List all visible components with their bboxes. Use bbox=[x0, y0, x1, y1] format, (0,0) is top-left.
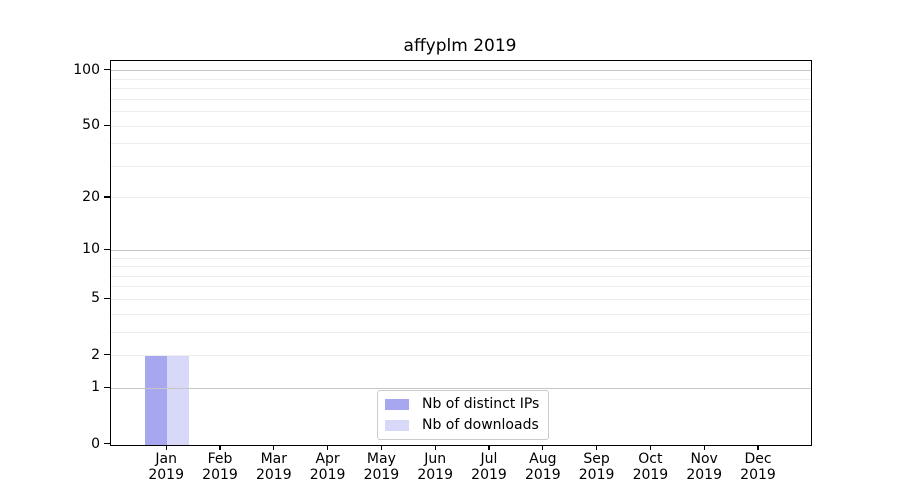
x-tick-year: 2019 bbox=[363, 466, 400, 483]
gridline-minor bbox=[111, 111, 811, 113]
bar-nb-of-downloads bbox=[167, 355, 190, 445]
x-tick-label: Nov 2019 bbox=[676, 451, 732, 483]
y-tick-label: 10 bbox=[82, 241, 100, 258]
x-tick-label: Jan 2019 bbox=[138, 451, 194, 483]
legend: Nb of distinct IPs Nb of downloads bbox=[377, 390, 550, 440]
legend-label: Nb of distinct IPs bbox=[422, 396, 540, 412]
x-tick-month: Mar bbox=[260, 451, 287, 467]
x-axis-tick bbox=[273, 444, 275, 451]
x-tick-label: Feb 2019 bbox=[192, 451, 248, 483]
x-tick-month: Dec bbox=[744, 451, 772, 467]
gridline-minor bbox=[111, 298, 811, 300]
x-tick-month: May bbox=[366, 451, 396, 467]
x-tick-month: Jan bbox=[155, 451, 177, 467]
gridline-minor bbox=[111, 78, 811, 80]
y-tick-label: 5 bbox=[91, 290, 100, 307]
chart-title: affyplm 2019 bbox=[403, 36, 517, 56]
gridline-minor bbox=[111, 355, 811, 357]
x-tick-label: Aug 2019 bbox=[515, 451, 571, 483]
gridline-minor bbox=[111, 257, 811, 259]
x-tick-year: 2019 bbox=[578, 466, 615, 483]
x-tick-label: Sep 2019 bbox=[569, 451, 625, 483]
gridline-major bbox=[111, 70, 811, 72]
legend-label: Nb of downloads bbox=[422, 417, 539, 433]
x-tick-label: Jun 2019 bbox=[407, 451, 463, 483]
x-tick-label: May 2019 bbox=[353, 451, 409, 483]
x-tick-label: Oct 2019 bbox=[622, 451, 678, 483]
x-axis-tick bbox=[703, 444, 705, 451]
x-axis-tick bbox=[649, 444, 651, 451]
y-axis-tick bbox=[103, 354, 110, 356]
x-tick-year: 2019 bbox=[632, 466, 669, 483]
y-axis-tick bbox=[103, 69, 110, 71]
gridline-minor bbox=[111, 98, 811, 100]
x-tick-label: Jul 2019 bbox=[461, 451, 517, 483]
gridline-minor bbox=[111, 197, 811, 199]
gridline-minor bbox=[111, 331, 811, 333]
x-axis-tick bbox=[219, 444, 221, 451]
gridline-minor bbox=[111, 275, 811, 277]
y-axis-tick bbox=[103, 386, 110, 389]
legend-swatch-downloads bbox=[385, 420, 409, 431]
gridline-minor bbox=[111, 266, 811, 268]
y-tick-label: 0 bbox=[91, 435, 100, 452]
gridline-minor bbox=[111, 88, 811, 90]
bar-nb-of-distinct-ips bbox=[145, 355, 168, 445]
x-tick-year: 2019 bbox=[309, 466, 346, 483]
x-tick-month: Sep bbox=[583, 451, 610, 467]
y-tick-label: 100 bbox=[73, 61, 100, 78]
legend-swatch-distinct-ips bbox=[385, 399, 409, 410]
x-tick-label: Apr 2019 bbox=[300, 451, 356, 483]
x-tick-year: 2019 bbox=[202, 466, 238, 483]
y-axis-tick bbox=[103, 196, 110, 198]
legend-row: Nb of distinct IPs bbox=[385, 396, 539, 413]
x-axis-tick bbox=[327, 444, 329, 451]
x-axis-tick bbox=[596, 444, 598, 451]
x-tick-year: 2019 bbox=[471, 466, 507, 483]
x-tick-month: Oct bbox=[638, 451, 663, 467]
x-tick-year: 2019 bbox=[740, 466, 776, 483]
x-tick-year: 2019 bbox=[255, 466, 292, 483]
gridline-major bbox=[111, 387, 811, 389]
legend-row: Nb of downloads bbox=[385, 417, 539, 434]
x-tick-month: Jul bbox=[480, 451, 498, 467]
x-tick-year: 2019 bbox=[686, 466, 722, 483]
y-tick-label: 20 bbox=[82, 188, 100, 205]
x-axis-tick bbox=[165, 444, 167, 451]
plot-area bbox=[110, 60, 812, 446]
x-tick-month: Feb bbox=[207, 451, 233, 467]
x-axis-tick bbox=[488, 444, 490, 451]
gridline-minor bbox=[111, 165, 811, 167]
x-axis-tick bbox=[380, 444, 382, 451]
x-tick-month: Apr bbox=[315, 451, 340, 467]
y-axis-tick bbox=[103, 443, 110, 445]
x-tick-year: 2019 bbox=[524, 466, 561, 483]
gridline-minor bbox=[111, 286, 811, 288]
y-axis-tick bbox=[103, 124, 110, 126]
x-axis-tick bbox=[757, 444, 759, 451]
gridline-minor bbox=[111, 313, 811, 315]
y-tick-label: 1 bbox=[91, 379, 100, 396]
y-tick-label: 2 bbox=[91, 346, 100, 363]
gridline-major bbox=[111, 249, 811, 251]
x-axis-tick bbox=[434, 444, 436, 451]
y-axis-tick bbox=[103, 297, 110, 300]
gridline-minor bbox=[111, 143, 811, 145]
x-tick-label: Mar 2019 bbox=[246, 451, 302, 483]
x-tick-month: Nov bbox=[690, 451, 718, 467]
x-tick-month: Aug bbox=[529, 451, 557, 467]
x-tick-year: 2019 bbox=[417, 466, 453, 483]
x-axis-tick bbox=[542, 444, 544, 451]
gridline-minor bbox=[111, 125, 811, 127]
x-tick-month: Jun bbox=[424, 451, 447, 467]
x-tick-year: 2019 bbox=[148, 466, 184, 483]
y-tick-label: 50 bbox=[82, 117, 100, 134]
y-axis-tick bbox=[103, 248, 110, 251]
x-tick-label: Dec 2019 bbox=[730, 451, 786, 483]
